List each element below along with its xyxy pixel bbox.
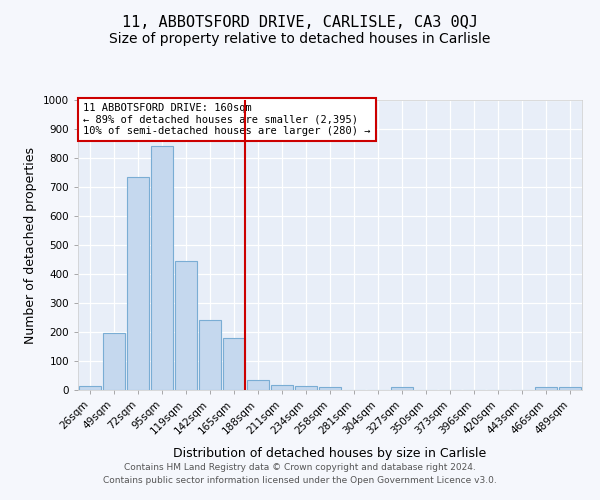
Text: Size of property relative to detached houses in Carlisle: Size of property relative to detached ho… — [109, 32, 491, 46]
Bar — [175, 261, 197, 390]
X-axis label: Distribution of detached houses by size in Carlisle: Distribution of detached houses by size … — [173, 447, 487, 460]
Bar — [271, 385, 293, 390]
Text: Contains public sector information licensed under the Open Government Licence v3: Contains public sector information licen… — [103, 476, 497, 485]
Text: 11 ABBOTSFORD DRIVE: 160sqm
← 89% of detached houses are smaller (2,395)
10% of : 11 ABBOTSFORD DRIVE: 160sqm ← 89% of det… — [83, 103, 371, 136]
Bar — [199, 320, 221, 390]
Bar — [127, 177, 149, 390]
Y-axis label: Number of detached properties: Number of detached properties — [24, 146, 37, 344]
Bar — [319, 386, 341, 390]
Bar — [79, 386, 101, 390]
Text: Contains HM Land Registry data © Crown copyright and database right 2024.: Contains HM Land Registry data © Crown c… — [124, 464, 476, 472]
Bar — [103, 334, 125, 390]
Bar — [535, 387, 557, 390]
Bar — [223, 338, 245, 390]
Bar — [295, 386, 317, 390]
Bar — [559, 387, 581, 390]
Bar — [151, 146, 173, 390]
Bar — [391, 387, 413, 390]
Text: 11, ABBOTSFORD DRIVE, CARLISLE, CA3 0QJ: 11, ABBOTSFORD DRIVE, CARLISLE, CA3 0QJ — [122, 15, 478, 30]
Bar — [247, 380, 269, 390]
